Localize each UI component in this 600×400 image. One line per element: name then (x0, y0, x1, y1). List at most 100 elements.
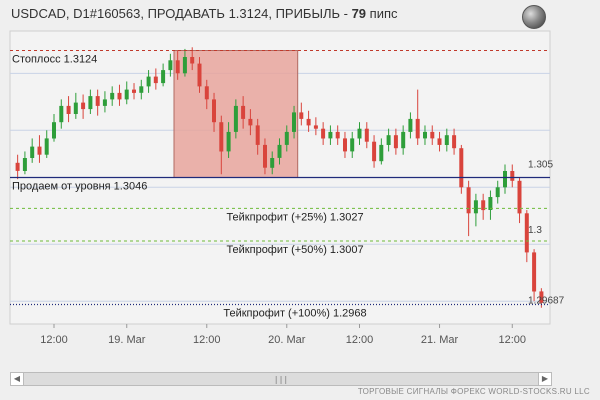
header-symbol-signal: USDCAD, D1#160563, ПРОДАВАТЬ 1.3124, ПРИ… (11, 6, 352, 21)
arrow-left-icon[interactable]: ◀ (13, 374, 21, 383)
candle-body (372, 141, 377, 162)
candle-body (15, 162, 20, 171)
price-label: 1.3 (528, 225, 542, 236)
price-label: 1.305 (528, 160, 553, 171)
candle-body (204, 86, 209, 100)
candle-body (110, 92, 115, 100)
candle-body (270, 158, 275, 168)
arrow-right-icon[interactable]: ▶ (541, 374, 549, 383)
candle-body (66, 105, 71, 114)
candle-body (197, 63, 202, 87)
candle-body (364, 128, 369, 142)
footer-brand-text: ТОРГОВЫЕ СИГНАЛЫ ФОРЕКС WORLD-STOCKS.RU … (357, 387, 590, 396)
candle-body (73, 102, 78, 114)
candle-body (168, 60, 173, 71)
candle-body (444, 135, 449, 145)
candle-body (22, 158, 27, 171)
candle-body (30, 146, 35, 158)
candle-body (459, 148, 464, 188)
candle-body (161, 70, 166, 84)
candle-body (408, 118, 413, 132)
candle-body (102, 99, 107, 106)
candle-body (415, 118, 420, 139)
candle-body (313, 125, 318, 129)
candle-body (212, 99, 216, 123)
candle-body (343, 138, 347, 152)
globe-icon[interactable] (522, 5, 546, 29)
candle-body (524, 213, 529, 253)
candle-body (182, 57, 187, 74)
candle-body (473, 200, 478, 214)
candle-body (393, 135, 398, 149)
level-label-entry: Продаем от уровня 1.3046 (12, 181, 147, 193)
candle-body (430, 131, 435, 139)
candle-body (299, 112, 304, 119)
pips-unit: пипс (366, 6, 398, 21)
candle-body (263, 144, 267, 168)
candle-body (81, 102, 86, 110)
candle-body (481, 200, 486, 211)
candle-body (379, 144, 384, 162)
candle-body (292, 112, 296, 132)
candle-body (539, 291, 544, 303)
candle-body (328, 131, 333, 139)
candle-body (44, 138, 49, 155)
candle-body (241, 105, 246, 119)
candle-body (95, 96, 100, 106)
candle-body (146, 76, 151, 87)
candle-body (386, 135, 391, 145)
level-label-tp100: Тейкпрофит (+100%) 1.2968 (223, 307, 366, 319)
candle-body (124, 89, 129, 100)
candle-body (466, 187, 471, 214)
candle-body (190, 57, 195, 64)
level-label-tp50: Тейкпрофит (+50%) 1.3007 (226, 244, 363, 256)
candle-body (357, 128, 362, 139)
x-tick-label: 12:00 (346, 334, 374, 346)
candle-body (132, 89, 136, 93)
candle-body (139, 86, 144, 93)
x-tick-label: 12:00 (499, 334, 527, 346)
candle-body (321, 128, 326, 139)
candle-body (401, 131, 406, 149)
candle-body (255, 125, 260, 145)
candle-body (88, 96, 93, 110)
pips-value: 79 (351, 6, 367, 21)
candle-body (488, 197, 493, 210)
candle-body (117, 92, 122, 100)
candle-body (350, 138, 355, 152)
candle-body (233, 105, 238, 132)
candle-body (175, 60, 180, 74)
horizontal-scrollbar[interactable]: ◀ ||| ▶ (10, 372, 552, 386)
scrollbar-thumb[interactable]: ||| (23, 373, 539, 385)
candle-body (52, 122, 56, 139)
candle-body (532, 252, 537, 292)
candle-body (510, 171, 515, 181)
x-tick-label: 20. Mar (268, 334, 306, 346)
level-label-stoploss: Стоплосс 1.3124 (12, 54, 97, 66)
candle-body (517, 180, 522, 214)
candle-body (335, 131, 340, 139)
candle-body (153, 76, 158, 84)
candle-body (452, 135, 457, 149)
candle-body (37, 146, 42, 155)
candle-body (503, 171, 507, 188)
x-tick-label: 21. Mar (421, 334, 459, 346)
candle-body (306, 118, 311, 126)
chart-header: USDCAD, D1#160563, ПРОДАВАТЬ 1.3124, ПРИ… (11, 6, 398, 21)
candle-body (219, 122, 224, 152)
price-label: 1.29687 (528, 295, 565, 306)
x-tick-label: 12:00 (40, 334, 68, 346)
candle-body (226, 131, 231, 152)
candle-body (495, 187, 500, 198)
candle-body (277, 144, 282, 158)
level-label-tp25: Тейкпрофит (+25%) 1.3027 (226, 211, 363, 223)
x-tick-label: 19. Mar (108, 334, 146, 346)
candle-body (59, 105, 64, 123)
candle-body (284, 131, 289, 145)
candle-body (248, 118, 253, 126)
x-tick-label: 12:00 (193, 334, 221, 346)
candle-body (437, 138, 442, 145)
grip-icon: ||| (273, 375, 289, 384)
